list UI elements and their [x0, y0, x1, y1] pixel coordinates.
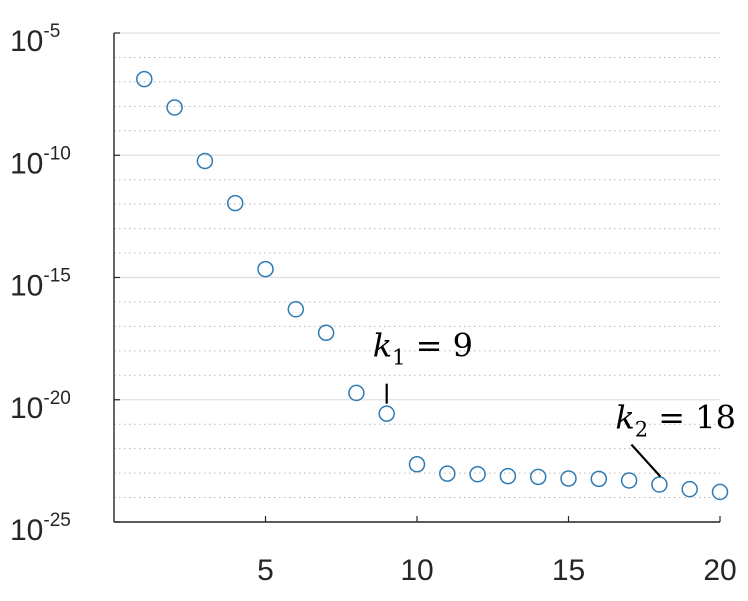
- data-point: [196, 152, 214, 170]
- axes: [113, 32, 721, 523]
- tick-labels: 10-5 10-10 10-15 10-20 10-25 5 10 15 20: [10, 21, 737, 587]
- x-tick-label: 10: [400, 554, 433, 587]
- data-point: [408, 456, 426, 473]
- data-point: [711, 483, 729, 501]
- data-point: [136, 70, 153, 88]
- data-point: [651, 476, 668, 493]
- annotations: k1 = 9 k2 = 18: [373, 327, 736, 478]
- annotation-label: k2 = 18: [615, 399, 736, 442]
- data-point: [439, 465, 456, 482]
- x-tick-label: 20: [703, 554, 736, 587]
- y-tick-label: 10-15: [10, 266, 71, 303]
- x-tick-label: 5: [257, 554, 274, 587]
- y-tick-label: 10-5: [10, 21, 60, 58]
- data-point: [348, 384, 365, 402]
- y-tick-label: 10-20: [10, 388, 71, 425]
- data-point: [257, 260, 274, 278]
- data-point: [317, 324, 335, 341]
- annotation-label: k1 = 9: [373, 327, 473, 370]
- data-point: [378, 405, 395, 422]
- y-tick-label: 10-25: [10, 510, 71, 547]
- data-point: [620, 472, 638, 489]
- data-point: [560, 470, 577, 487]
- x-tick-label: 15: [552, 554, 585, 587]
- data-point: [287, 301, 305, 318]
- data-point: [226, 194, 244, 212]
- data-point: [469, 465, 486, 483]
- annotation-leader: [630, 443, 662, 478]
- data-point: [681, 480, 698, 498]
- data-point: [166, 99, 183, 116]
- grid: [114, 32, 720, 523]
- data-point: [590, 470, 608, 488]
- y-tick-label: 10-10: [10, 143, 71, 180]
- data-point: [499, 467, 517, 485]
- data-point: [529, 468, 547, 486]
